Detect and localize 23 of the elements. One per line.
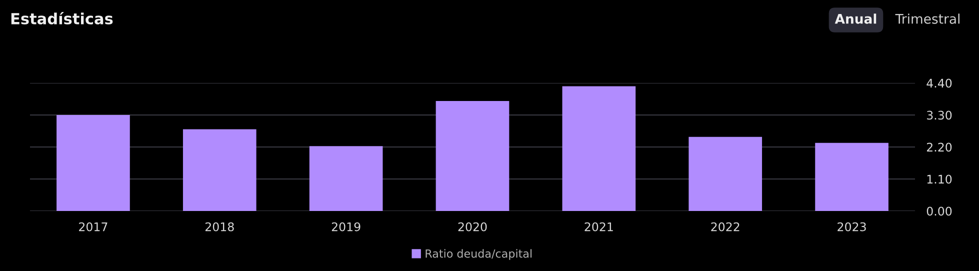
x-tick-label: 2020	[458, 222, 487, 232]
bar	[562, 86, 636, 211]
y-tick-label: 4.40	[926, 78, 952, 88]
text: Anual	[834, 14, 876, 24]
x-tick-label: 2023	[838, 222, 866, 232]
x-tick-label: 2018	[205, 222, 234, 232]
bar	[688, 136, 762, 211]
bar	[815, 142, 888, 211]
x-tick-label: 2021	[584, 222, 613, 232]
text: Trimestral	[895, 14, 960, 24]
x-tick-label: 2019	[332, 222, 360, 232]
legend-label: Ratio deuda/capital	[426, 249, 532, 260]
x-tick-label: 2017	[79, 222, 108, 232]
bar	[436, 101, 510, 211]
y-tick-label: 3.30	[927, 110, 952, 120]
x-tick-label: 2022	[711, 222, 740, 232]
bar	[182, 129, 256, 211]
y-tick-label: 1.10	[927, 174, 952, 184]
y-tick-label: 0.00	[926, 206, 952, 216]
bar	[309, 146, 383, 211]
bar	[56, 115, 130, 211]
y-tick-label: 2.20	[926, 142, 952, 152]
chart-title: Estadísticas	[11, 12, 113, 24]
